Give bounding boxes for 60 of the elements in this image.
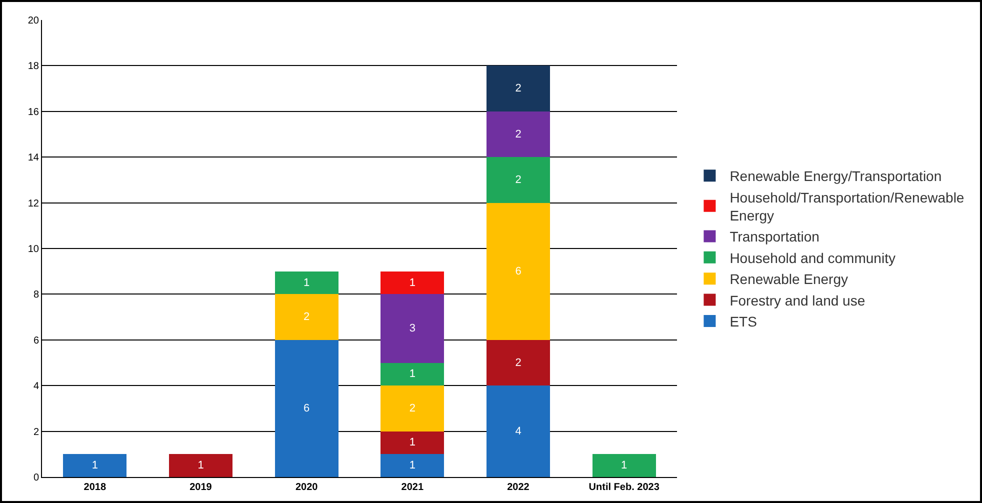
bar: [169, 454, 232, 477]
bar: [274, 340, 338, 477]
legend-label: Renewable Energy: [730, 271, 848, 288]
data-label: 1: [409, 460, 416, 472]
bar: [274, 294, 338, 340]
bar: [380, 362, 444, 386]
bar: [486, 111, 550, 158]
data-label: 2: [515, 356, 522, 369]
bar: [592, 454, 656, 477]
bar: [486, 157, 550, 203]
x-tick-label: 2020: [295, 482, 318, 493]
bar: [486, 386, 550, 477]
bar: [380, 294, 444, 363]
data-label: 6: [515, 265, 522, 278]
x-tick-label: 2021: [401, 482, 424, 493]
legend-label: Forestry and land use: [730, 292, 866, 308]
bar: [63, 454, 127, 477]
legend-label: Transportation: [730, 228, 820, 245]
y-tick-label: 4: [33, 381, 40, 392]
x-tick-label: Until Feb. 2023: [588, 482, 660, 493]
data-label: 1: [92, 460, 98, 472]
data-label: 1: [198, 460, 204, 472]
bar: [486, 202, 550, 340]
legend-label: Household/Transportation/Renewable Energy: [730, 189, 964, 224]
bar: [380, 431, 444, 454]
bar: [380, 454, 444, 477]
legend-label: ETS: [730, 313, 757, 330]
bar: [486, 66, 550, 112]
y-tick-label: 14: [28, 152, 40, 164]
data-label: 6: [304, 402, 310, 414]
x-tick-label: 2019: [190, 482, 212, 493]
data-label: 1: [621, 460, 628, 472]
bar: [274, 271, 338, 294]
y-tick-label: 2: [33, 426, 40, 438]
legend-label: Renewable Energy/Transportation: [730, 168, 942, 184]
data-label: 2: [515, 82, 522, 95]
bar: [486, 340, 550, 386]
data-label: 1: [409, 276, 416, 289]
y-tick-label: 0: [33, 472, 40, 484]
legend-label: Household and community: [730, 250, 896, 266]
y-tick-label: 18: [28, 61, 40, 72]
y-tick-label: 6: [33, 335, 40, 346]
y-tick-label: 16: [28, 106, 40, 118]
y-tick-label: 10: [28, 244, 40, 255]
data-label: 1: [409, 368, 416, 380]
bar: [380, 386, 444, 432]
x-tick-label: 2018: [84, 482, 106, 493]
data-label: 2: [409, 402, 416, 414]
x-tick-label: 2022: [507, 482, 530, 493]
data-label: 4: [515, 425, 522, 438]
data-label: 3: [409, 322, 416, 334]
y-tick-label: 20: [28, 16, 40, 26]
data-label: 1: [409, 436, 416, 449]
data-label: 2: [304, 311, 310, 324]
bar: [380, 271, 444, 294]
data-label: 2: [515, 128, 522, 140]
data-label: 1: [304, 276, 310, 289]
y-tick-label: 12: [28, 198, 40, 210]
y-tick-label: 8: [33, 290, 40, 301]
data-label: 2: [515, 174, 522, 186]
